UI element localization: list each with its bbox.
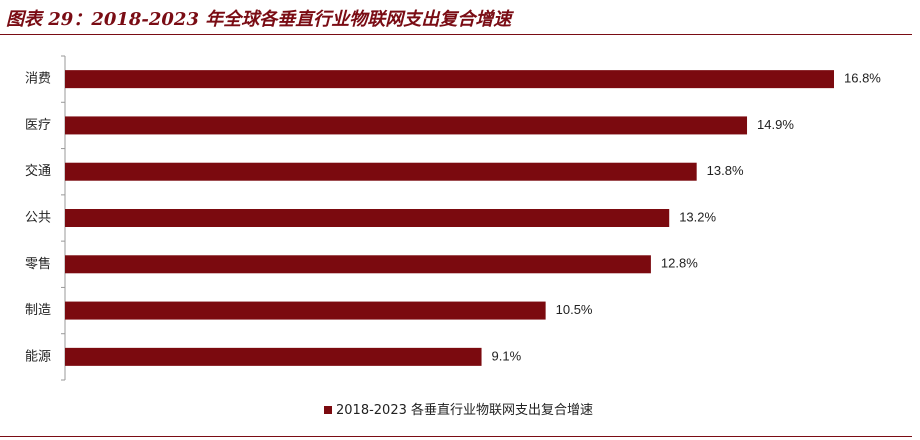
bar [65, 301, 546, 320]
data-label: 13.8% [707, 163, 744, 178]
bar [65, 255, 651, 274]
bar [65, 347, 482, 366]
bar [65, 116, 748, 135]
bar [65, 209, 670, 227]
data-label: 16.8% [844, 71, 881, 86]
legend: 2018-2023 各垂直行业物联网支出复合增速 [324, 402, 593, 418]
bar [65, 162, 697, 181]
category-label: 公共 [25, 211, 51, 226]
category-label: 消费 [25, 72, 51, 87]
category-label: 能源 [25, 349, 51, 364]
data-label: 10.5% [556, 302, 593, 317]
bar [65, 70, 834, 89]
legend-swatch [324, 406, 332, 414]
category-label: 交通 [25, 163, 51, 179]
figure-title: 图表 29：2018-2023 年全球各垂直行业物联网支出复合增速 [6, 9, 512, 30]
data-label: 12.8% [661, 256, 698, 271]
category-label: 制造 [25, 303, 51, 318]
data-label: 9.1% [492, 348, 522, 363]
bottom-rule [0, 436, 912, 437]
data-label: 14.9% [757, 117, 794, 132]
category-label: 零售 [25, 256, 51, 272]
title-rule [0, 34, 912, 35]
category-label: 医疗 [25, 118, 51, 133]
data-label: 13.2% [679, 209, 716, 224]
legend-label: 2018-2023 各垂直行业物联网支出复合增速 [336, 402, 593, 418]
